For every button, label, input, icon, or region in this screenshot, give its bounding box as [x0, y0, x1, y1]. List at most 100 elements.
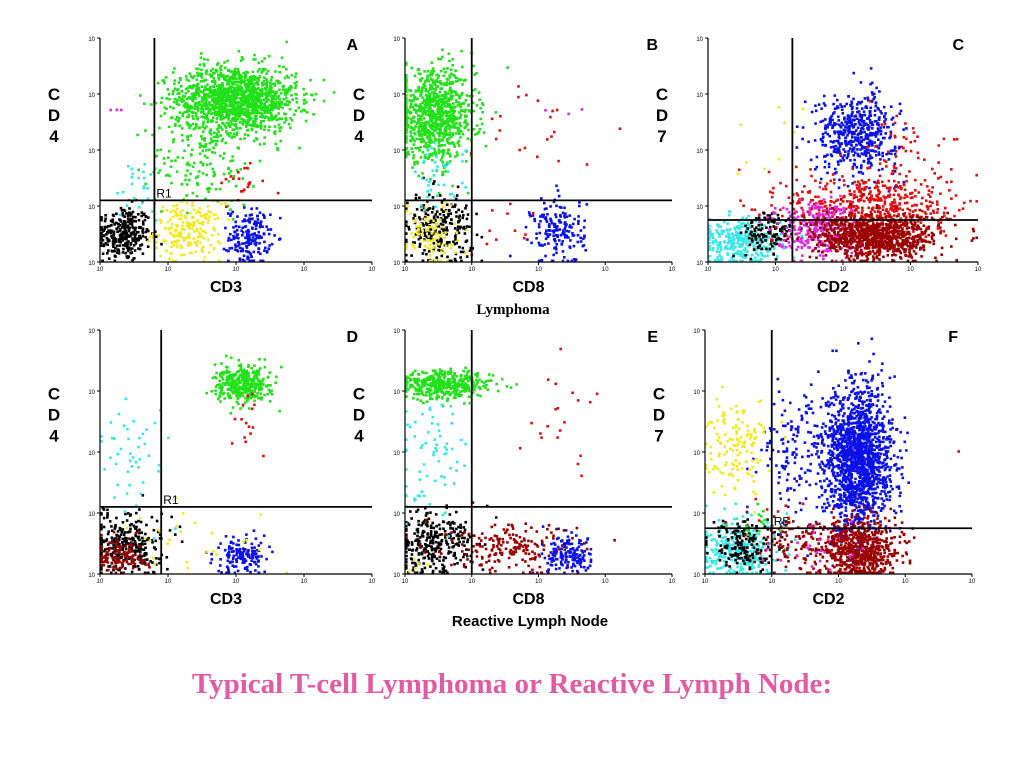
- data-point: [208, 148, 211, 151]
- data-point: [435, 73, 438, 77]
- data-point: [874, 104, 878, 108]
- data-point: [564, 212, 567, 216]
- data-point: [821, 132, 825, 136]
- data-point: [202, 229, 206, 233]
- data-point: [498, 129, 502, 132]
- data-point: [709, 234, 713, 237]
- data-point: [180, 227, 184, 231]
- data-point: [246, 121, 250, 124]
- data-point: [260, 81, 264, 85]
- data-point: [582, 244, 586, 247]
- data-point: [405, 242, 408, 246]
- data-point: [159, 148, 162, 152]
- data-point: [843, 139, 847, 143]
- data-point: [727, 236, 731, 240]
- data-point: [912, 230, 915, 233]
- data-point: [249, 117, 253, 121]
- data-point: [853, 209, 857, 212]
- data-point: [424, 106, 427, 109]
- data-point: [466, 104, 470, 107]
- data-point: [783, 227, 786, 231]
- data-point: [201, 109, 205, 113]
- data-point: [453, 205, 457, 208]
- data-point: [196, 116, 199, 119]
- data-point: [716, 231, 719, 235]
- data-point: [449, 204, 452, 207]
- data-point: [736, 236, 740, 240]
- data-point: [540, 259, 544, 262]
- data-point: [207, 187, 210, 190]
- data-point: [480, 122, 484, 126]
- data-point: [178, 96, 181, 99]
- data-point: [937, 177, 940, 180]
- data-point: [412, 108, 416, 112]
- data-point: [268, 81, 272, 84]
- data-point: [744, 224, 747, 228]
- data-point: [840, 121, 844, 125]
- data-point: [270, 82, 274, 86]
- data-point: [862, 146, 866, 149]
- data-point: [873, 180, 876, 184]
- data-point: [290, 94, 293, 97]
- data-point: [405, 136, 408, 140]
- data-point: [427, 79, 431, 83]
- data-point: [892, 149, 896, 152]
- data-point: [260, 108, 263, 112]
- data-point: [409, 106, 412, 109]
- data-point: [725, 245, 728, 249]
- data-point: [568, 245, 571, 248]
- data-point: [227, 82, 231, 86]
- data-point: [768, 230, 771, 233]
- data-point: [191, 227, 194, 231]
- data-point: [768, 247, 772, 251]
- data-point: [220, 94, 224, 97]
- data-point: [132, 244, 136, 247]
- data-point: [708, 255, 711, 258]
- data-point: [416, 130, 420, 134]
- data-point: [125, 232, 129, 235]
- data-point: [216, 97, 220, 101]
- data-point: [432, 242, 436, 245]
- data-point: [902, 180, 906, 184]
- data-point: [844, 120, 847, 124]
- data-point: [258, 242, 261, 245]
- data-point: [837, 163, 840, 166]
- data-point: [471, 101, 475, 105]
- data-point: [431, 67, 435, 70]
- data-point: [458, 123, 462, 127]
- data-point: [456, 126, 459, 130]
- data-point: [247, 86, 250, 90]
- data-point: [823, 201, 827, 204]
- data-point: [531, 214, 535, 217]
- data-point: [413, 131, 416, 135]
- data-point: [138, 247, 142, 251]
- data-point: [423, 249, 426, 252]
- data-point: [130, 175, 134, 179]
- data-point: [230, 246, 234, 250]
- data-point: [524, 233, 527, 236]
- data-point: [851, 182, 854, 185]
- data-point: [577, 222, 580, 225]
- data-point: [265, 78, 268, 81]
- data-point: [285, 74, 289, 78]
- data-point: [437, 105, 440, 109]
- data-point: [217, 233, 220, 236]
- data-point: [181, 221, 185, 224]
- data-point: [437, 138, 440, 142]
- x-axis-label: CD3: [210, 279, 242, 296]
- data-point: [262, 119, 265, 123]
- data-point: [187, 225, 191, 229]
- data-point: [224, 126, 228, 129]
- data-point: [234, 245, 237, 248]
- data-point: [130, 251, 134, 254]
- data-point: [242, 203, 246, 207]
- data-point: [570, 259, 574, 263]
- data-point: [429, 188, 433, 192]
- data-point: [170, 181, 173, 185]
- data-point: [903, 196, 906, 200]
- data-point: [867, 143, 871, 146]
- data-point: [857, 141, 861, 144]
- data-point: [212, 213, 216, 217]
- data-point: [732, 238, 735, 241]
- data-point: [298, 146, 301, 150]
